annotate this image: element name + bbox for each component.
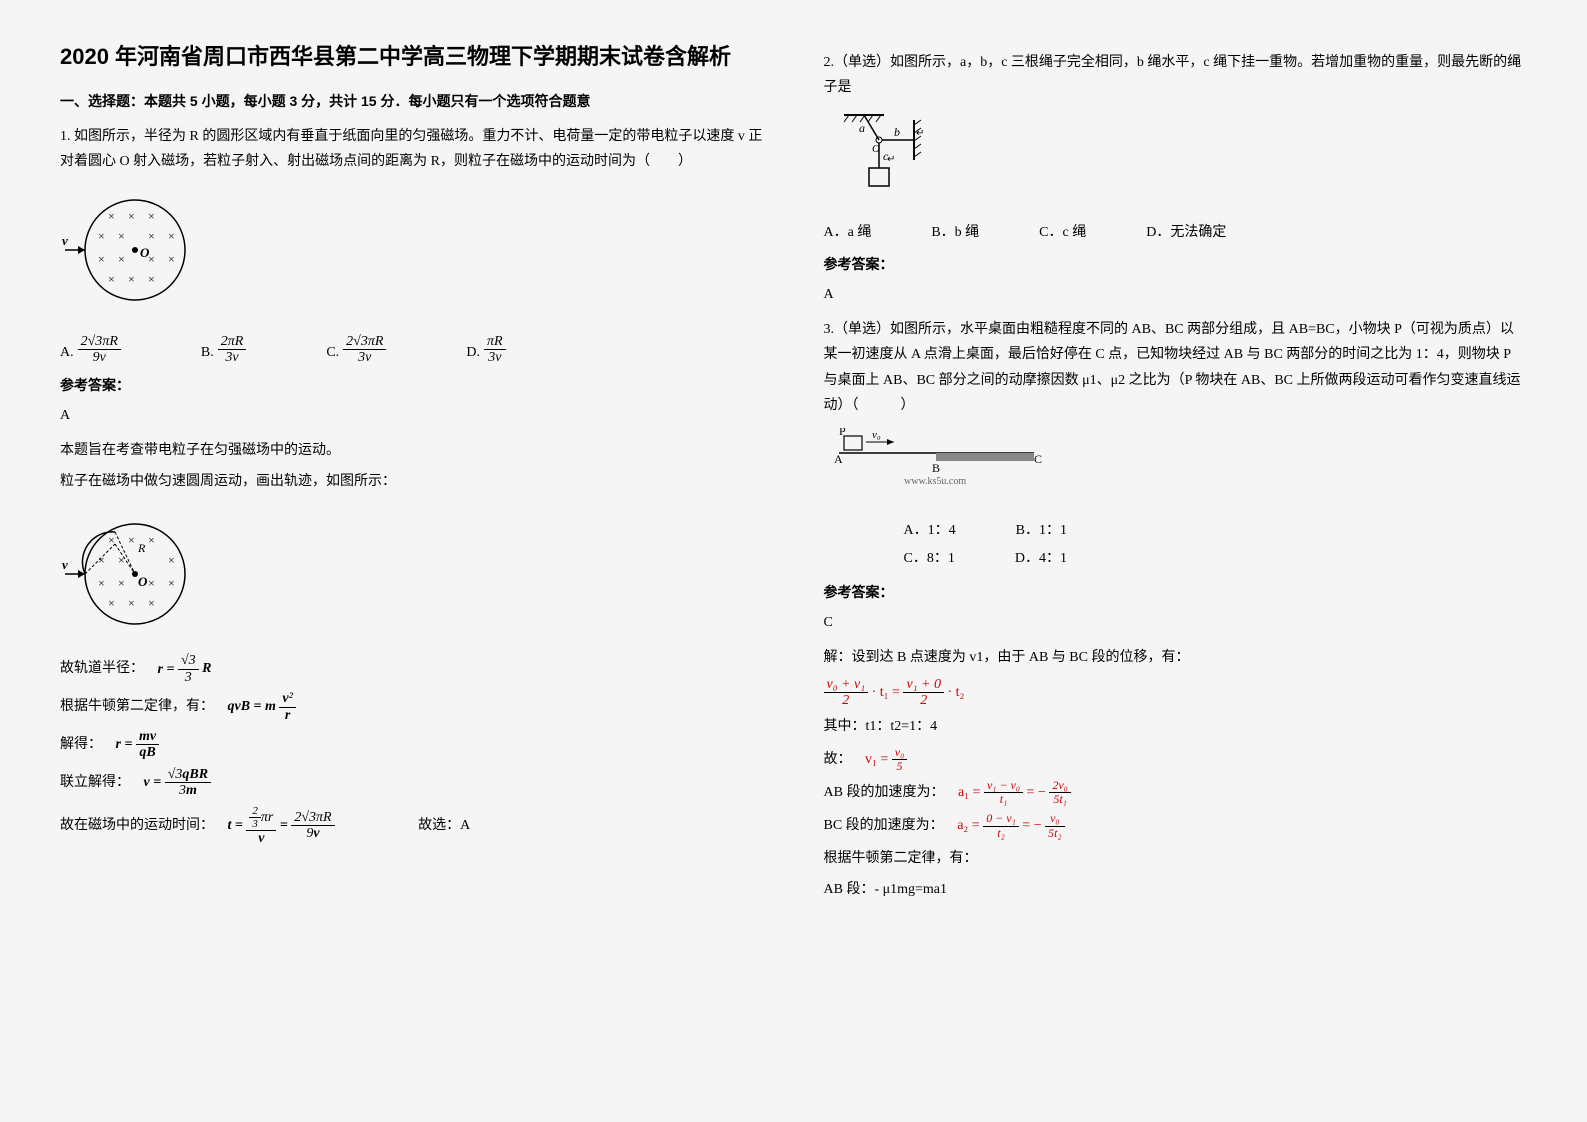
q1-opt-d: D. πR3v [466,334,505,366]
svg-text:P: P [839,428,846,438]
q2-diagram: a O b ↵ c ↵ [824,110,1528,209]
svg-text:×: × [168,576,175,590]
svg-text:B: B [932,461,940,475]
q3-opt-d: D．4：1 [1015,545,1067,573]
svg-text:×: × [128,209,135,223]
svg-text:×: × [98,229,105,243]
q3-exp5: BC 段的加速度为： a₂ = 0 − v₁t₂ = − v₀5t₂ [824,812,1528,839]
q3-exp7: AB 段：- μ1mg=ma1 [824,877,1528,902]
q3-diagram: P v₀ A B C www.ks5u.com [824,428,1528,507]
svg-text:a: a [859,121,865,135]
q2-opt-c: C．c 绳 [1039,220,1086,245]
q1-exp6: 联立解得： v = √3qBR3m [60,767,764,799]
svg-text:×: × [168,553,175,567]
q3-exp1: 解：设到达 B 点速度为 v1，由于 AB 与 BC 段的位移，有： [824,645,1528,670]
svg-text:×: × [118,252,125,266]
q3-opt-b: B．1：1 [1016,517,1067,545]
svg-text:↵: ↵ [887,154,895,165]
q1-exp2: 粒子在磁场中做匀速圆周运动，画出轨迹，如图所示： [60,469,764,494]
svg-text:v: v [62,233,68,248]
q3-answer: C [824,610,1528,635]
q1-exp4: 根据牛顿第二定律，有： qvB = m v²r [60,691,764,723]
q3-opt-c: C．8：1 [904,545,955,573]
q3-exp6: 根据牛顿第二定律，有： [824,846,1528,871]
svg-text:×: × [108,272,115,286]
q1-options: A. 2√3πR9v B. 2πR3v C. 2√3πR3v D. πR3v [60,334,764,366]
q1-exp7: 故在磁场中的运动时间： t = 23πrv = 2√3πR9v 故选：A [60,805,764,847]
q2-options: A．a 绳 B．b 绳 C．c 绳 D．无法确定 [824,220,1528,245]
svg-text:×: × [148,533,155,547]
q3-options: A．1：4 B．1：1 C．8：1 D．4：1 [904,517,1528,573]
q3-opt-a: A．1：4 [904,517,956,545]
svg-text:×: × [148,272,155,286]
q1-answer-label: 参考答案： [60,374,764,399]
q1-opt-a: A. 2√3πR9v [60,334,121,366]
q3-answer-label: 参考答案： [824,581,1528,606]
q3-exp3: 故： v₁ = v₀5 [824,746,1528,773]
q3-exp4: AB 段的加速度为： a₁ = v₁ − v₀t₁ = − 2v₀5t₁ [824,779,1528,806]
section-header: 一、选择题：本题共 5 小题，每小题 3 分，共计 15 分．每小题只有一个选项… [60,89,764,114]
svg-text:×: × [118,553,125,567]
q3-formula-1: v₀ + v₁2 · t₁ = v₁ + 02 · t₂ [824,677,1528,709]
svg-text:×: × [108,596,115,610]
svg-text:b: b [894,125,900,139]
q1-text: 1. 如图所示，半径为 R 的圆形区域内有垂直于纸面向里的匀强磁场。重力不计、电… [60,124,764,174]
q1-diagram-field: ××× ×××× ×××× ××× O v [60,185,764,324]
svg-text:R: R [137,541,146,555]
q1-exp3: 故轨道半径： r = √33 R [60,653,764,685]
svg-text:v: v [62,557,68,572]
q3-text: 3.（单选）如图所示，水平桌面由粗糙程度不同的 AB、BC 两部分组成，且 AB… [824,317,1528,418]
svg-text:×: × [168,229,175,243]
q1-exp1: 本题旨在考查带电粒子在匀强磁场中的运动。 [60,438,764,463]
right-column: 2.（单选）如图所示，a，b，c 三根绳子完全相同，b 绳水平，c 绳下挂一重物… [824,40,1528,908]
svg-text:×: × [128,272,135,286]
svg-text:×: × [118,229,125,243]
svg-text:×: × [108,209,115,223]
q2-text: 2.（单选）如图所示，a，b，c 三根绳子完全相同，b 绳水平，c 绳下挂一重物… [824,50,1528,100]
svg-text:↵: ↵ [916,128,924,139]
q1-answer: A [60,403,764,428]
svg-text:O: O [140,245,150,260]
svg-text:C: C [1034,452,1042,466]
q2-opt-b: B．b 绳 [931,220,979,245]
svg-text:×: × [148,596,155,610]
q1-opt-c: C. 2√3πR3v [326,334,386,366]
page-title: 2020 年河南省周口市西华县第二中学高三物理下学期期末试卷含解析 [60,40,764,73]
q1-opt-b: B. 2πR3v [201,334,246,366]
svg-text:O: O [138,574,148,589]
left-column: 2020 年河南省周口市西华县第二中学高三物理下学期期末试卷含解析 一、选择题：… [60,40,764,908]
q2-opt-a: A．a 绳 [824,220,872,245]
q1-diagram-trajectory: ××× ××× ×××× ××× O R v [60,504,764,643]
q1-exp5: 解得： r = mvqB [60,729,764,761]
svg-text:×: × [128,533,135,547]
svg-text:×: × [118,576,125,590]
svg-text:×: × [148,209,155,223]
svg-text:A: A [834,452,843,466]
svg-text:×: × [168,252,175,266]
svg-text:www.ks5u.com: www.ks5u.com [904,476,966,487]
q2-answer-label: 参考答案： [824,253,1528,278]
q2-opt-d: D．无法确定 [1146,220,1226,245]
svg-text:v₀: v₀ [872,429,881,441]
svg-text:×: × [98,252,105,266]
svg-text:×: × [148,229,155,243]
svg-text:×: × [148,576,155,590]
svg-text:×: × [128,596,135,610]
svg-text:×: × [98,576,105,590]
q3-exp2: 其中：t1：t2=1：4 [824,714,1528,739]
q2-answer: A [824,282,1528,307]
